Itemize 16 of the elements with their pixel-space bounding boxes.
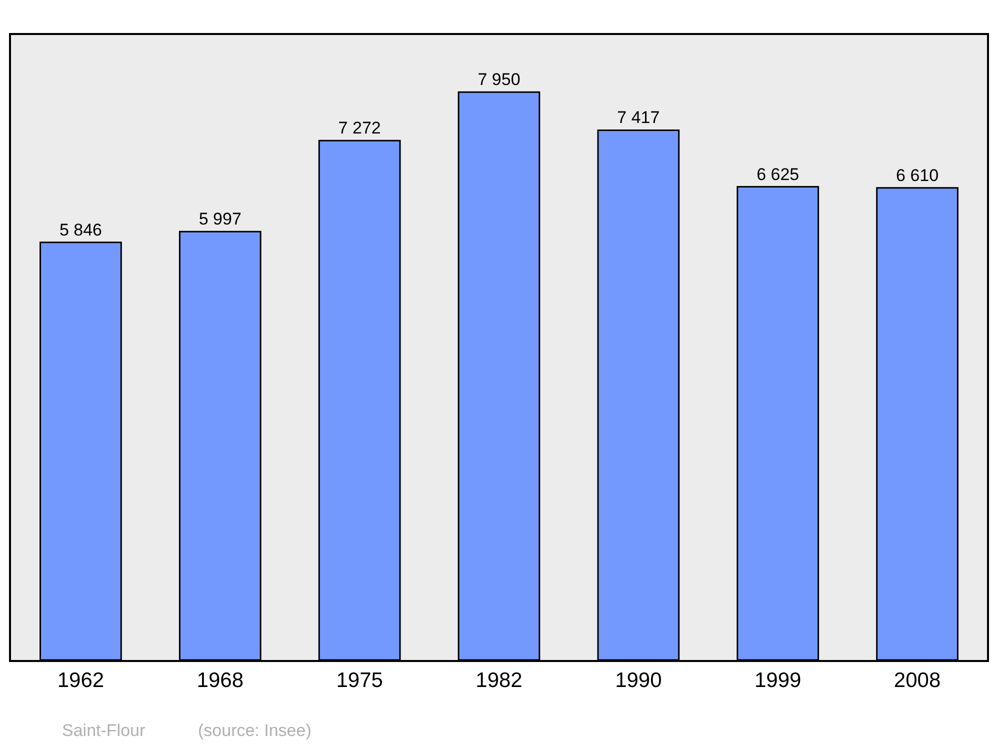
x-tick-label: 1968 xyxy=(196,669,244,692)
data-label: 6 625 xyxy=(756,164,800,184)
text: Saint-Flour xyxy=(62,721,146,740)
x-tick-label: 1999 xyxy=(754,669,802,692)
x-tick-label: 1982 xyxy=(476,669,522,692)
x-tick-label: 2008 xyxy=(894,669,941,692)
data-label: 5 997 xyxy=(198,210,242,229)
data-label: 7 417 xyxy=(617,108,660,128)
data-label: 5 846 xyxy=(59,220,102,240)
data-label: 6 610 xyxy=(896,166,939,185)
data-label: 7 272 xyxy=(338,118,381,138)
x-tick-label: 1975 xyxy=(336,669,383,692)
x-tick-label: 1990 xyxy=(615,669,662,692)
text: (source: Insee) xyxy=(198,721,312,740)
x-tick-label: 1962 xyxy=(57,669,104,692)
data-label: 7 950 xyxy=(478,70,520,90)
